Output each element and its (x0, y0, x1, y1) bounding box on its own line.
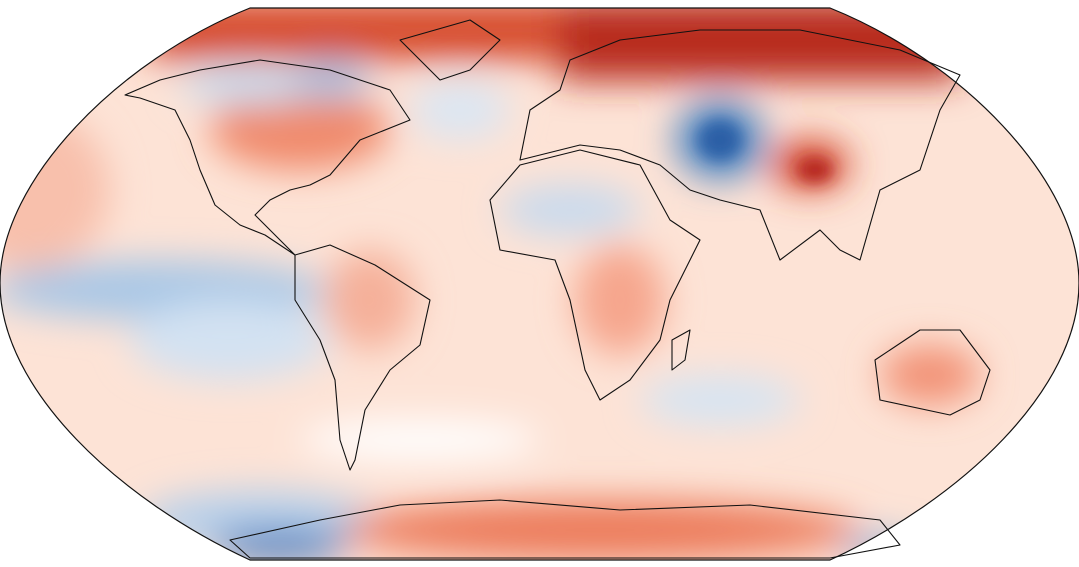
coastlines (124, 19, 991, 559)
map-frame (0, 7, 1079, 561)
